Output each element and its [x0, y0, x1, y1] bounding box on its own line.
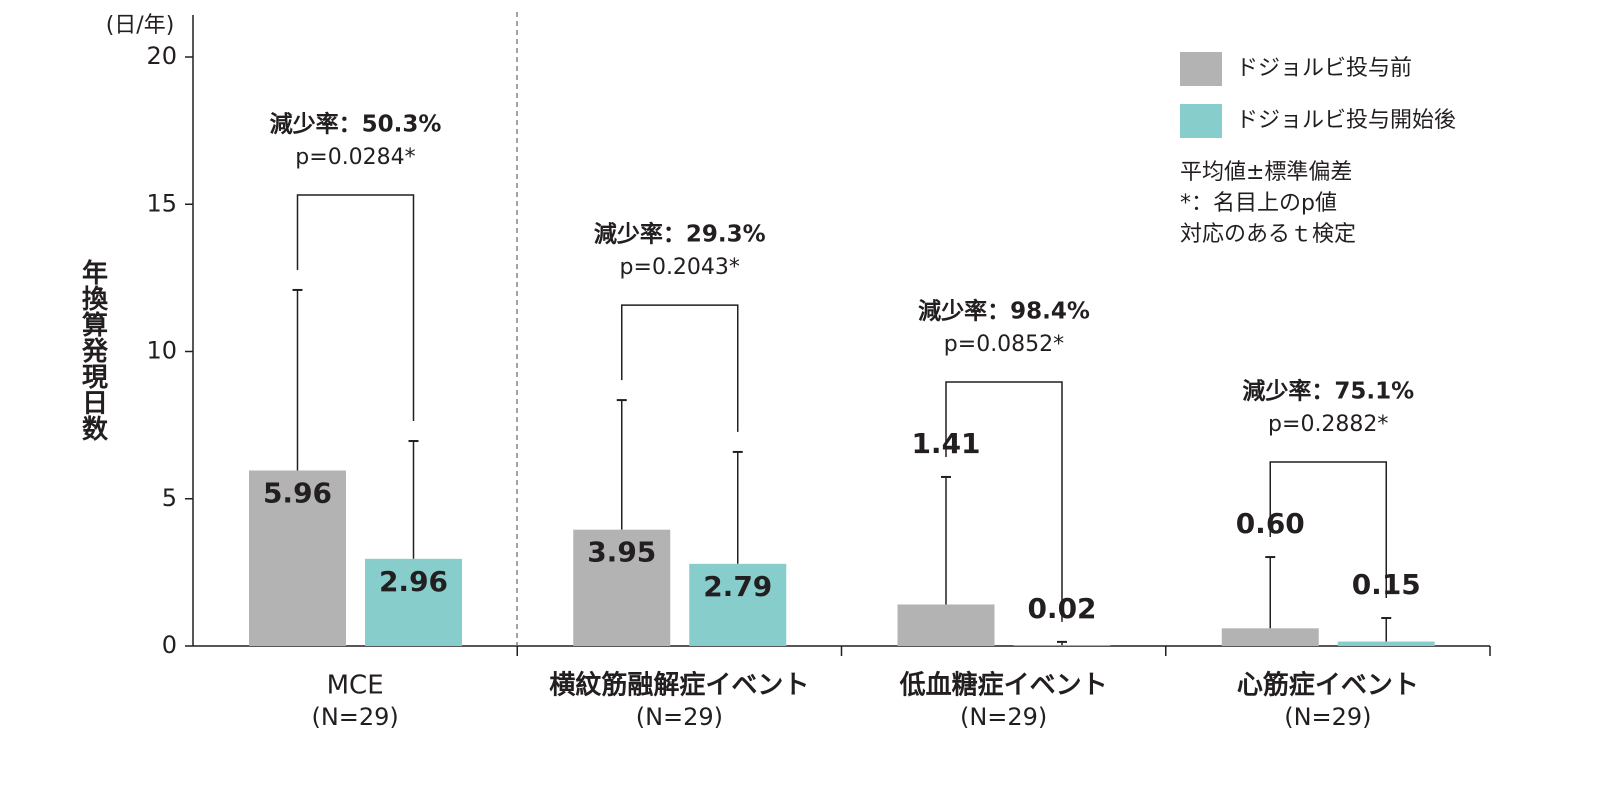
- comparison-bracket: [621, 304, 739, 432]
- y-tick-label: 5: [162, 484, 177, 512]
- y-tick-label: 10: [146, 337, 177, 365]
- bar: [1337, 641, 1435, 646]
- bar: [897, 604, 995, 646]
- legend-swatch: [1180, 52, 1222, 86]
- x-tick-label: 横紋筋融解症イベント: [549, 670, 809, 701]
- y-unit: (日/年): [106, 13, 175, 38]
- y-tick-label: 0: [162, 631, 177, 659]
- reduction-label: 減少率：75.1%: [1242, 378, 1414, 405]
- x-tick-label: 心筋症イベント: [1237, 670, 1419, 701]
- p-value-label: p=0.0852*: [944, 332, 1064, 357]
- x-tick-label: MCE: [327, 671, 384, 701]
- x-tick-sublabel: (N=29): [960, 703, 1047, 731]
- reduction-label: 減少率：29.3%: [594, 221, 766, 248]
- legend-note: 対応のあるｔ検定: [1180, 222, 1356, 247]
- x-tick-label: 低血糖症イベント: [899, 670, 1108, 701]
- value-label: 5.96: [263, 476, 332, 509]
- value-label: 3.95: [587, 536, 656, 569]
- x-tick-sublabel: (N=29): [1284, 703, 1371, 731]
- legend-label: ドジョルビ投与開始後: [1236, 108, 1456, 133]
- y-axis-label: 年換算発現日数: [78, 258, 109, 442]
- bar: [1013, 645, 1111, 646]
- legend-note: *：名目上のp値: [1180, 191, 1337, 216]
- bar: [573, 529, 671, 646]
- comparison-bracket: [945, 381, 1063, 622]
- value-label: 2.96: [379, 565, 448, 598]
- x-tick-sublabel: (N=29): [636, 703, 723, 731]
- p-value-label: p=0.2043*: [620, 255, 740, 280]
- legend-label: ドジョルビ投与前: [1236, 56, 1412, 81]
- bar: [689, 563, 787, 646]
- y-tick-label: 20: [146, 42, 177, 70]
- x-tick-sublabel: (N=29): [311, 703, 398, 731]
- bar: [249, 470, 346, 646]
- comparison-bracket: [1269, 461, 1387, 599]
- p-value-label: p=0.0284*: [295, 145, 415, 170]
- legend-swatch: [1180, 104, 1222, 138]
- bar: [1221, 628, 1319, 646]
- reduction-label: 減少率：98.4%: [918, 297, 1090, 324]
- comparison-bracket: [296, 194, 415, 422]
- p-value-label: p=0.2882*: [1268, 412, 1388, 437]
- legend-note: 平均値±標準偏差: [1180, 160, 1352, 185]
- reduction-label: 減少率：50.3%: [270, 110, 442, 137]
- value-label: 2.79: [703, 570, 772, 603]
- bar: [365, 558, 462, 646]
- y-tick-label: 15: [146, 189, 177, 217]
